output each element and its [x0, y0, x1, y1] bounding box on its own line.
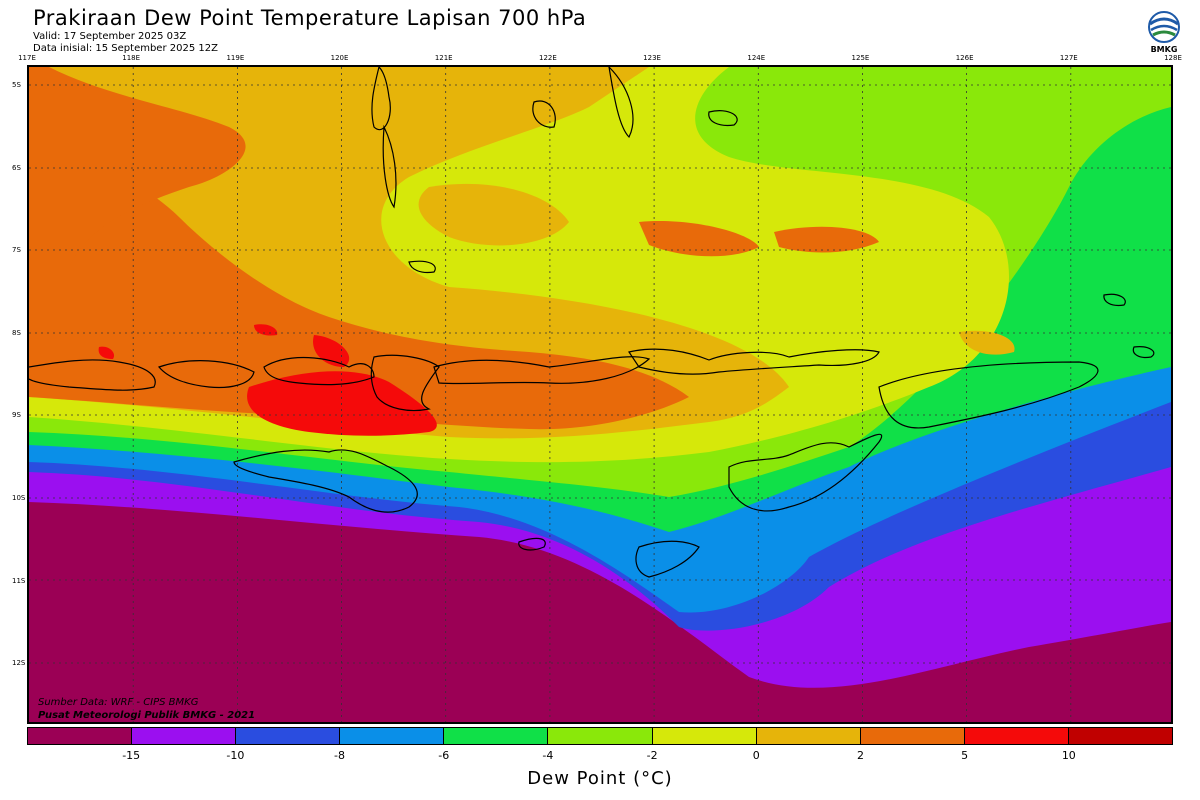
colorbar-label: 5	[961, 749, 969, 762]
dewpoint-map[interactable]	[27, 65, 1173, 724]
lat-label: 6S	[12, 163, 21, 172]
lon-label: 128E	[1164, 54, 1182, 62]
colorbar-segment	[444, 728, 549, 744]
lon-label: 123E	[643, 54, 661, 62]
lon-label: 117E	[18, 54, 36, 62]
colorbar-segment	[28, 728, 133, 744]
coastlines	[29, 67, 1155, 578]
colorbar-segment	[340, 728, 445, 744]
lon-label: 122E	[539, 54, 557, 62]
bmkg-logo-icon	[1148, 11, 1180, 43]
lon-label: 124E	[747, 54, 766, 62]
colorbar-segment	[132, 728, 237, 744]
lon-label: 125E	[851, 54, 870, 62]
colorbar-segment	[1068, 728, 1173, 744]
valid-time: Valid: 17 September 2025 03Z	[33, 31, 187, 42]
colorbar-segment	[652, 728, 757, 744]
colorbar-label: -10	[226, 749, 245, 762]
publisher-credit: Pusat Meteorologi Publik BMKG - 2021	[38, 710, 256, 721]
colorbar-segment	[236, 728, 341, 744]
lon-label: 127E	[1059, 54, 1078, 62]
lon-label: 118E	[122, 54, 141, 62]
lon-label: 120E	[330, 54, 349, 62]
lat-label: 7S	[12, 246, 21, 255]
lon-label: 119E	[226, 54, 245, 62]
colorbar	[27, 727, 1173, 745]
lon-label: 121E	[434, 54, 453, 62]
lat-label: 12S	[12, 659, 26, 668]
contour-fields	[29, 67, 1171, 722]
colorbar-segment	[964, 728, 1069, 744]
lon-label: 126E	[955, 54, 974, 62]
lat-label: 8S	[12, 328, 21, 337]
lat-label: 10S	[12, 494, 26, 502]
lat-label: 11S	[12, 576, 26, 585]
colorbar-label: 0	[752, 749, 760, 762]
colorbar-title: Dew Point (°C)	[527, 768, 673, 789]
lat-lon-grid	[29, 67, 1171, 722]
colorbar-label: 2	[856, 749, 864, 762]
logo-label: BMKG	[1150, 45, 1178, 54]
init-time: Data inisial: 15 September 2025 12Z	[33, 43, 218, 54]
colorbar-label: -2	[646, 749, 658, 762]
colorbar-segment	[756, 728, 861, 744]
colorbar-label: 10	[1061, 749, 1076, 762]
colorbar-segment	[548, 728, 653, 744]
colorbar-label: -4	[542, 749, 554, 762]
lat-label: 9S	[12, 411, 21, 420]
colorbar-label: -8	[334, 749, 346, 762]
lat-label: 5S	[12, 81, 21, 89]
colorbar-label: -15	[122, 749, 141, 762]
colorbar-segment	[860, 728, 965, 744]
data-source-credit: Sumber Data: WRF - CIPS BMKG	[38, 697, 199, 708]
colorbar-label: -6	[438, 749, 450, 762]
map-title: Prakiraan Dew Point Temperature Lapisan …	[33, 6, 587, 30]
